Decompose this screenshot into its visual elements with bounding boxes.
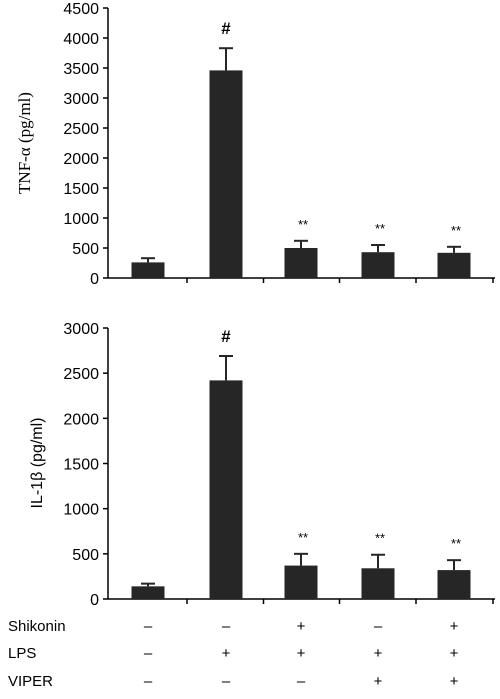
treatment-conditions: Shikonin LPS VIPER – – + – + – + + + + – – – + + (8, 618, 459, 690)
il-y-tick-label: 1500 (63, 457, 99, 474)
il-y-tick-label: 3000 (63, 321, 99, 338)
condition-label-lps: LPS (8, 645, 36, 662)
condition-sign: + (297, 618, 306, 635)
il-axes: 0 500 1000 1500 2000 2500 3000 (63, 321, 495, 609)
condition-sign: – (222, 618, 231, 635)
il-y-tick-label: 500 (72, 547, 99, 564)
tnf-significance-mark: ** (298, 217, 308, 232)
condition-sign: + (374, 673, 383, 690)
il-1beta-chart: IL-1β (pg/ml) 0 500 1000 1500 2000 2500 3000 #… (29, 321, 495, 609)
il-bar (361, 568, 395, 599)
tnf-alpha-chart: TNF-α (pg/ml) 0 500 1000 1500 2000 2500 3000 35… (15, 1, 495, 288)
condition-sign: – (144, 673, 153, 690)
il-y-axis-label: IL-1β (pg/ml) (29, 418, 46, 509)
tnf-y-axis-label: TNF-α (pg/ml) (15, 92, 34, 194)
il-significance-mark: ** (298, 530, 308, 545)
condition-sign: + (450, 645, 459, 662)
tnf-y-tick-label: 2000 (63, 151, 99, 168)
il-y-tick-label: 0 (90, 592, 99, 609)
condition-label-viper: VIPER (8, 673, 53, 690)
il-bar (209, 380, 243, 599)
condition-sign: + (222, 645, 231, 662)
tnf-y-tick-label: 3500 (63, 61, 99, 78)
tnf-bar (437, 252, 471, 278)
condition-sign: – (222, 673, 231, 690)
tnf-y-tick-label: 0 (90, 271, 99, 288)
tnf-significance-mark: # (221, 19, 231, 38)
tnf-y-tick-label: 1000 (63, 211, 99, 228)
tnf-y-tick-label: 4000 (63, 31, 99, 48)
tnf-bar (209, 70, 243, 279)
condition-sign: – (144, 645, 153, 662)
tnf-bar (361, 252, 395, 278)
tnf-axes: 0 500 1000 1500 2000 2500 3000 3500 4000 4500 (63, 1, 495, 288)
il-bars: # ** ** ** (131, 327, 471, 599)
il-significance-mark: ** (375, 531, 385, 546)
tnf-bars: # ** ** ** (131, 19, 471, 279)
condition-sign: + (450, 673, 459, 690)
condition-sign: – (297, 673, 306, 690)
tnf-significance-mark: ** (451, 223, 461, 238)
il-y-tick-label: 2000 (63, 411, 99, 428)
tnf-significance-mark: ** (375, 221, 385, 236)
tnf-y-tick-label: 500 (72, 241, 99, 258)
il-significance-mark: ** (451, 536, 461, 551)
il-y-tick-label: 1000 (63, 502, 99, 519)
tnf-y-tick-label: 4500 (63, 1, 99, 18)
condition-sign: + (374, 645, 383, 662)
condition-sign: – (144, 618, 153, 635)
il-y-tick-label: 2500 (63, 366, 99, 383)
tnf-bar (131, 262, 165, 278)
condition-signs: – – + – + – + + + + – – – + + (144, 618, 459, 690)
condition-sign: – (374, 618, 383, 635)
il-bar (131, 586, 165, 599)
il-significance-mark: # (221, 327, 231, 346)
il-bar (437, 570, 471, 599)
tnf-y-tick-label: 2500 (63, 121, 99, 138)
tnf-y-tick-label: 3000 (63, 91, 99, 108)
condition-label-shikonin: Shikonin (8, 618, 66, 635)
condition-sign: + (297, 645, 306, 662)
il-bar (284, 565, 318, 599)
condition-sign: + (450, 618, 459, 635)
tnf-bar (284, 248, 318, 278)
tnf-y-tick-label: 1500 (63, 181, 99, 198)
